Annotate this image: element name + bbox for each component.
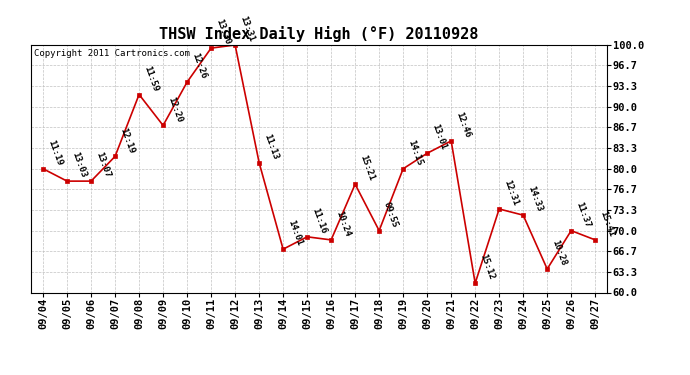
Text: 12:20: 12:20	[166, 95, 184, 124]
Text: 11:59: 11:59	[142, 64, 159, 93]
Text: 13:07: 13:07	[94, 151, 112, 179]
Text: 15:21: 15:21	[358, 154, 375, 182]
Text: 12:31: 12:31	[502, 179, 520, 207]
Text: 14:33: 14:33	[526, 185, 544, 213]
Text: 15:12: 15:12	[478, 253, 495, 281]
Text: 13:30: 13:30	[214, 18, 232, 46]
Title: THSW Index Daily High (°F) 20110928: THSW Index Daily High (°F) 20110928	[159, 27, 479, 42]
Text: 10:24: 10:24	[334, 210, 352, 238]
Text: 10:28: 10:28	[550, 239, 568, 267]
Text: 14:15: 14:15	[406, 138, 424, 167]
Text: 13:01: 13:01	[430, 123, 448, 152]
Text: 09:55: 09:55	[382, 200, 400, 229]
Text: 12:46: 12:46	[454, 111, 472, 139]
Text: 14:01: 14:01	[286, 219, 304, 248]
Text: 13:03: 13:03	[70, 151, 88, 179]
Text: 12:26: 12:26	[190, 52, 208, 80]
Text: 11:37: 11:37	[574, 200, 592, 229]
Text: Copyright 2011 Cartronics.com: Copyright 2011 Cartronics.com	[34, 49, 190, 58]
Text: 11:19: 11:19	[46, 138, 63, 167]
Text: 11:13: 11:13	[262, 132, 279, 161]
Text: 15:41: 15:41	[598, 210, 615, 238]
Text: 11:16: 11:16	[310, 207, 328, 235]
Text: 12:19: 12:19	[118, 126, 136, 154]
Text: 13:31: 13:31	[238, 15, 255, 43]
